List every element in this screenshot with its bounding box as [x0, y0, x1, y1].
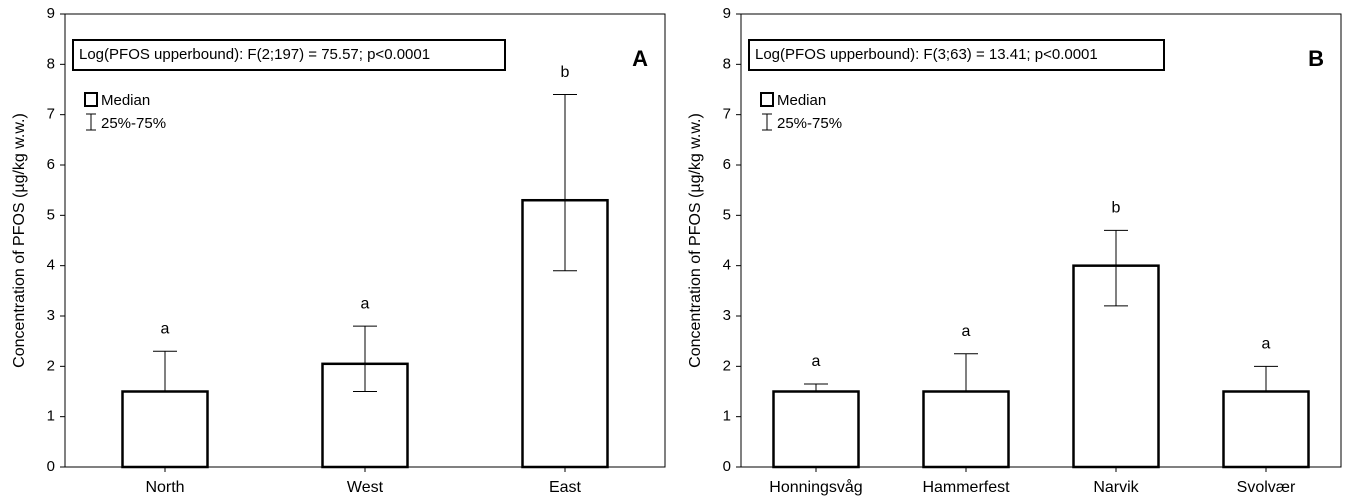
panel-label: A — [632, 46, 648, 71]
y-tick-label: 6 — [47, 156, 55, 173]
bar — [1072, 264, 1160, 469]
x-tick-label: West — [347, 479, 384, 496]
x-tick-label: Honningsvåg — [769, 478, 862, 496]
y-tick-label: 2 — [723, 357, 731, 374]
y-tick-label: 4 — [723, 257, 731, 274]
bar — [772, 390, 860, 469]
y-tick-label: 2 — [47, 357, 55, 374]
y-tick-label: 8 — [723, 55, 731, 72]
y-axis-label: Concentration of PFOS (µg/kg w.w.) — [687, 113, 704, 368]
legend-label: 25%-75% — [101, 115, 166, 132]
bar — [1222, 390, 1310, 469]
annotation: Log(PFOS upperbound): F(3;63) = 13.41; p… — [755, 46, 1098, 63]
y-tick-label: 6 — [723, 156, 731, 173]
panel-label: B — [1308, 46, 1324, 71]
x-tick-label: Hammerfest — [922, 479, 1010, 496]
y-tick-label: 1 — [723, 408, 731, 425]
y-tick-label: 9 — [47, 5, 55, 22]
annotation-box — [748, 39, 1165, 71]
y-tick-label: 7 — [47, 106, 55, 123]
x-tick-label: North — [145, 479, 184, 496]
legend-label: 25%-75% — [777, 115, 842, 132]
plot-frame — [740, 13, 1342, 468]
x-tick-label: Narvik — [1093, 479, 1139, 496]
y-tick-label: 1 — [47, 408, 55, 425]
legend-label: Median — [777, 92, 826, 109]
significance-label: a — [962, 323, 971, 340]
y-tick-label: 9 — [723, 5, 731, 22]
x-tick-label: East — [549, 479, 582, 496]
y-tick-label: 5 — [723, 206, 731, 223]
y-tick-label: 4 — [47, 257, 55, 274]
legend-whisker — [762, 113, 772, 131]
y-tick-label: 0 — [47, 458, 55, 475]
bar — [521, 198, 609, 469]
significance-label: a — [812, 353, 821, 370]
legend-swatch — [760, 92, 774, 107]
annotation-box — [72, 39, 506, 71]
y-tick-label: 5 — [47, 206, 55, 223]
y-tick-label: 7 — [723, 106, 731, 123]
bar — [121, 390, 209, 469]
significance-label: b — [1112, 200, 1121, 217]
significance-label: a — [161, 320, 170, 337]
y-tick-label: 3 — [723, 307, 731, 324]
significance-label: b — [561, 64, 570, 81]
y-axis-label: Concentration of PFOS (µg/kg w.w.) — [11, 113, 28, 368]
x-tick-label: Svolvær — [1237, 479, 1296, 496]
legend-label: Median — [101, 92, 150, 109]
y-tick-label: 3 — [47, 307, 55, 324]
legend-whisker — [86, 113, 96, 131]
y-tick-label: 0 — [723, 458, 731, 475]
y-tick-label: 8 — [47, 55, 55, 72]
significance-label: a — [361, 295, 370, 312]
legend-swatch — [84, 92, 98, 107]
annotation: Log(PFOS upperbound): F(2;197) = 75.57; … — [79, 46, 430, 63]
significance-label: a — [1262, 336, 1271, 353]
bar — [922, 390, 1010, 469]
